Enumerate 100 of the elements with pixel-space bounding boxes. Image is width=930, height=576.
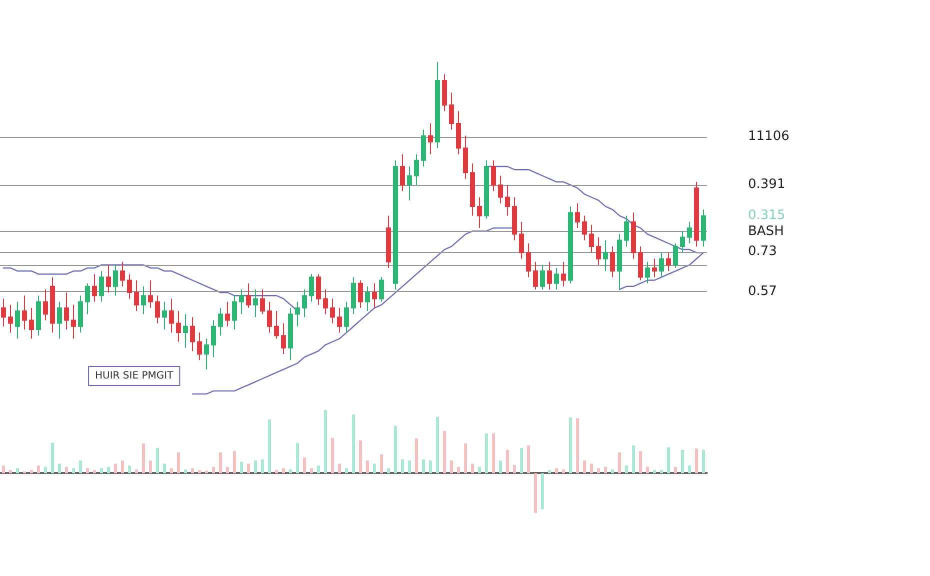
bar (16, 468, 19, 474)
candlestick (57, 301, 62, 340)
bar (156, 448, 159, 474)
bar (625, 466, 628, 474)
candlestick (386, 215, 391, 268)
candlestick (456, 110, 461, 155)
candlestick (309, 274, 314, 302)
bar (366, 460, 369, 474)
candlestick (344, 301, 349, 334)
bar (429, 460, 432, 474)
bar (373, 464, 376, 474)
bar (611, 469, 614, 474)
candlestick (50, 276, 55, 334)
candlestick (78, 295, 83, 334)
candlestick (491, 160, 496, 192)
bar (534, 473, 537, 513)
candlestick (267, 301, 272, 334)
candlestick (701, 209, 706, 247)
bar (254, 460, 257, 474)
bar (597, 468, 600, 474)
candlestick (43, 288, 48, 321)
candlestick (169, 298, 174, 334)
candlestick (232, 295, 237, 330)
candlestick (533, 261, 538, 290)
candlestick (547, 261, 552, 290)
candlestick (484, 160, 489, 220)
bar (9, 470, 12, 474)
bar (177, 452, 180, 474)
bar (450, 460, 453, 474)
candlestick (652, 258, 657, 278)
bar (681, 450, 684, 474)
bar (233, 451, 236, 474)
bar (338, 464, 341, 474)
candlestick (190, 316, 195, 352)
candlestick (603, 240, 608, 272)
bar (478, 466, 481, 474)
bar (331, 438, 334, 474)
candlestick (92, 274, 97, 302)
candlestick (561, 261, 566, 287)
candlestick (421, 129, 426, 168)
bar (576, 418, 579, 474)
bar (93, 470, 96, 474)
candlestick (351, 276, 356, 315)
bar (604, 466, 607, 474)
bar (359, 440, 362, 474)
candlestick (274, 310, 279, 340)
bar (240, 462, 243, 474)
candlestick (442, 74, 447, 112)
bar (317, 466, 320, 474)
bar (289, 469, 292, 474)
candlestick (281, 322, 286, 355)
candlestick (127, 274, 132, 300)
candlestick (540, 264, 545, 290)
candlestick (162, 301, 167, 330)
candlestick (218, 307, 223, 336)
candlestick (64, 292, 69, 330)
bar (485, 433, 488, 474)
candlestick (253, 288, 258, 318)
candlestick (36, 295, 41, 336)
bar (569, 418, 572, 474)
bar (142, 443, 145, 474)
bar (65, 466, 68, 474)
bar (632, 445, 635, 474)
candlestick (225, 301, 230, 327)
bar (590, 464, 593, 474)
bar (198, 470, 201, 474)
bar (51, 442, 54, 474)
candlestick (29, 307, 34, 340)
bar (58, 464, 61, 474)
candlestick (372, 282, 377, 308)
bar (548, 470, 551, 474)
candlestick (645, 261, 650, 284)
candlestick (211, 320, 216, 358)
candlestick (400, 154, 405, 192)
bar (128, 466, 131, 474)
bar (72, 468, 75, 474)
candlestick (624, 215, 629, 247)
bar (667, 447, 670, 474)
bar (457, 466, 460, 474)
candlestick (449, 92, 454, 130)
candlestick (148, 280, 153, 308)
candlestick (113, 264, 118, 296)
candlestick (666, 252, 671, 272)
bar (541, 473, 544, 510)
bar (380, 454, 383, 474)
candlestick (176, 310, 181, 342)
bar (695, 448, 698, 474)
bar (471, 464, 474, 474)
bar (674, 466, 677, 474)
candlestick (659, 252, 664, 278)
candlestick (155, 295, 160, 324)
candlestick (596, 236, 601, 266)
candlestick (617, 234, 622, 290)
bar (44, 466, 47, 474)
candlestick (470, 162, 475, 216)
candlestick (379, 276, 384, 302)
candlestick (680, 230, 685, 254)
candlestick (519, 221, 524, 260)
bar (205, 470, 208, 474)
bar (2, 466, 5, 474)
